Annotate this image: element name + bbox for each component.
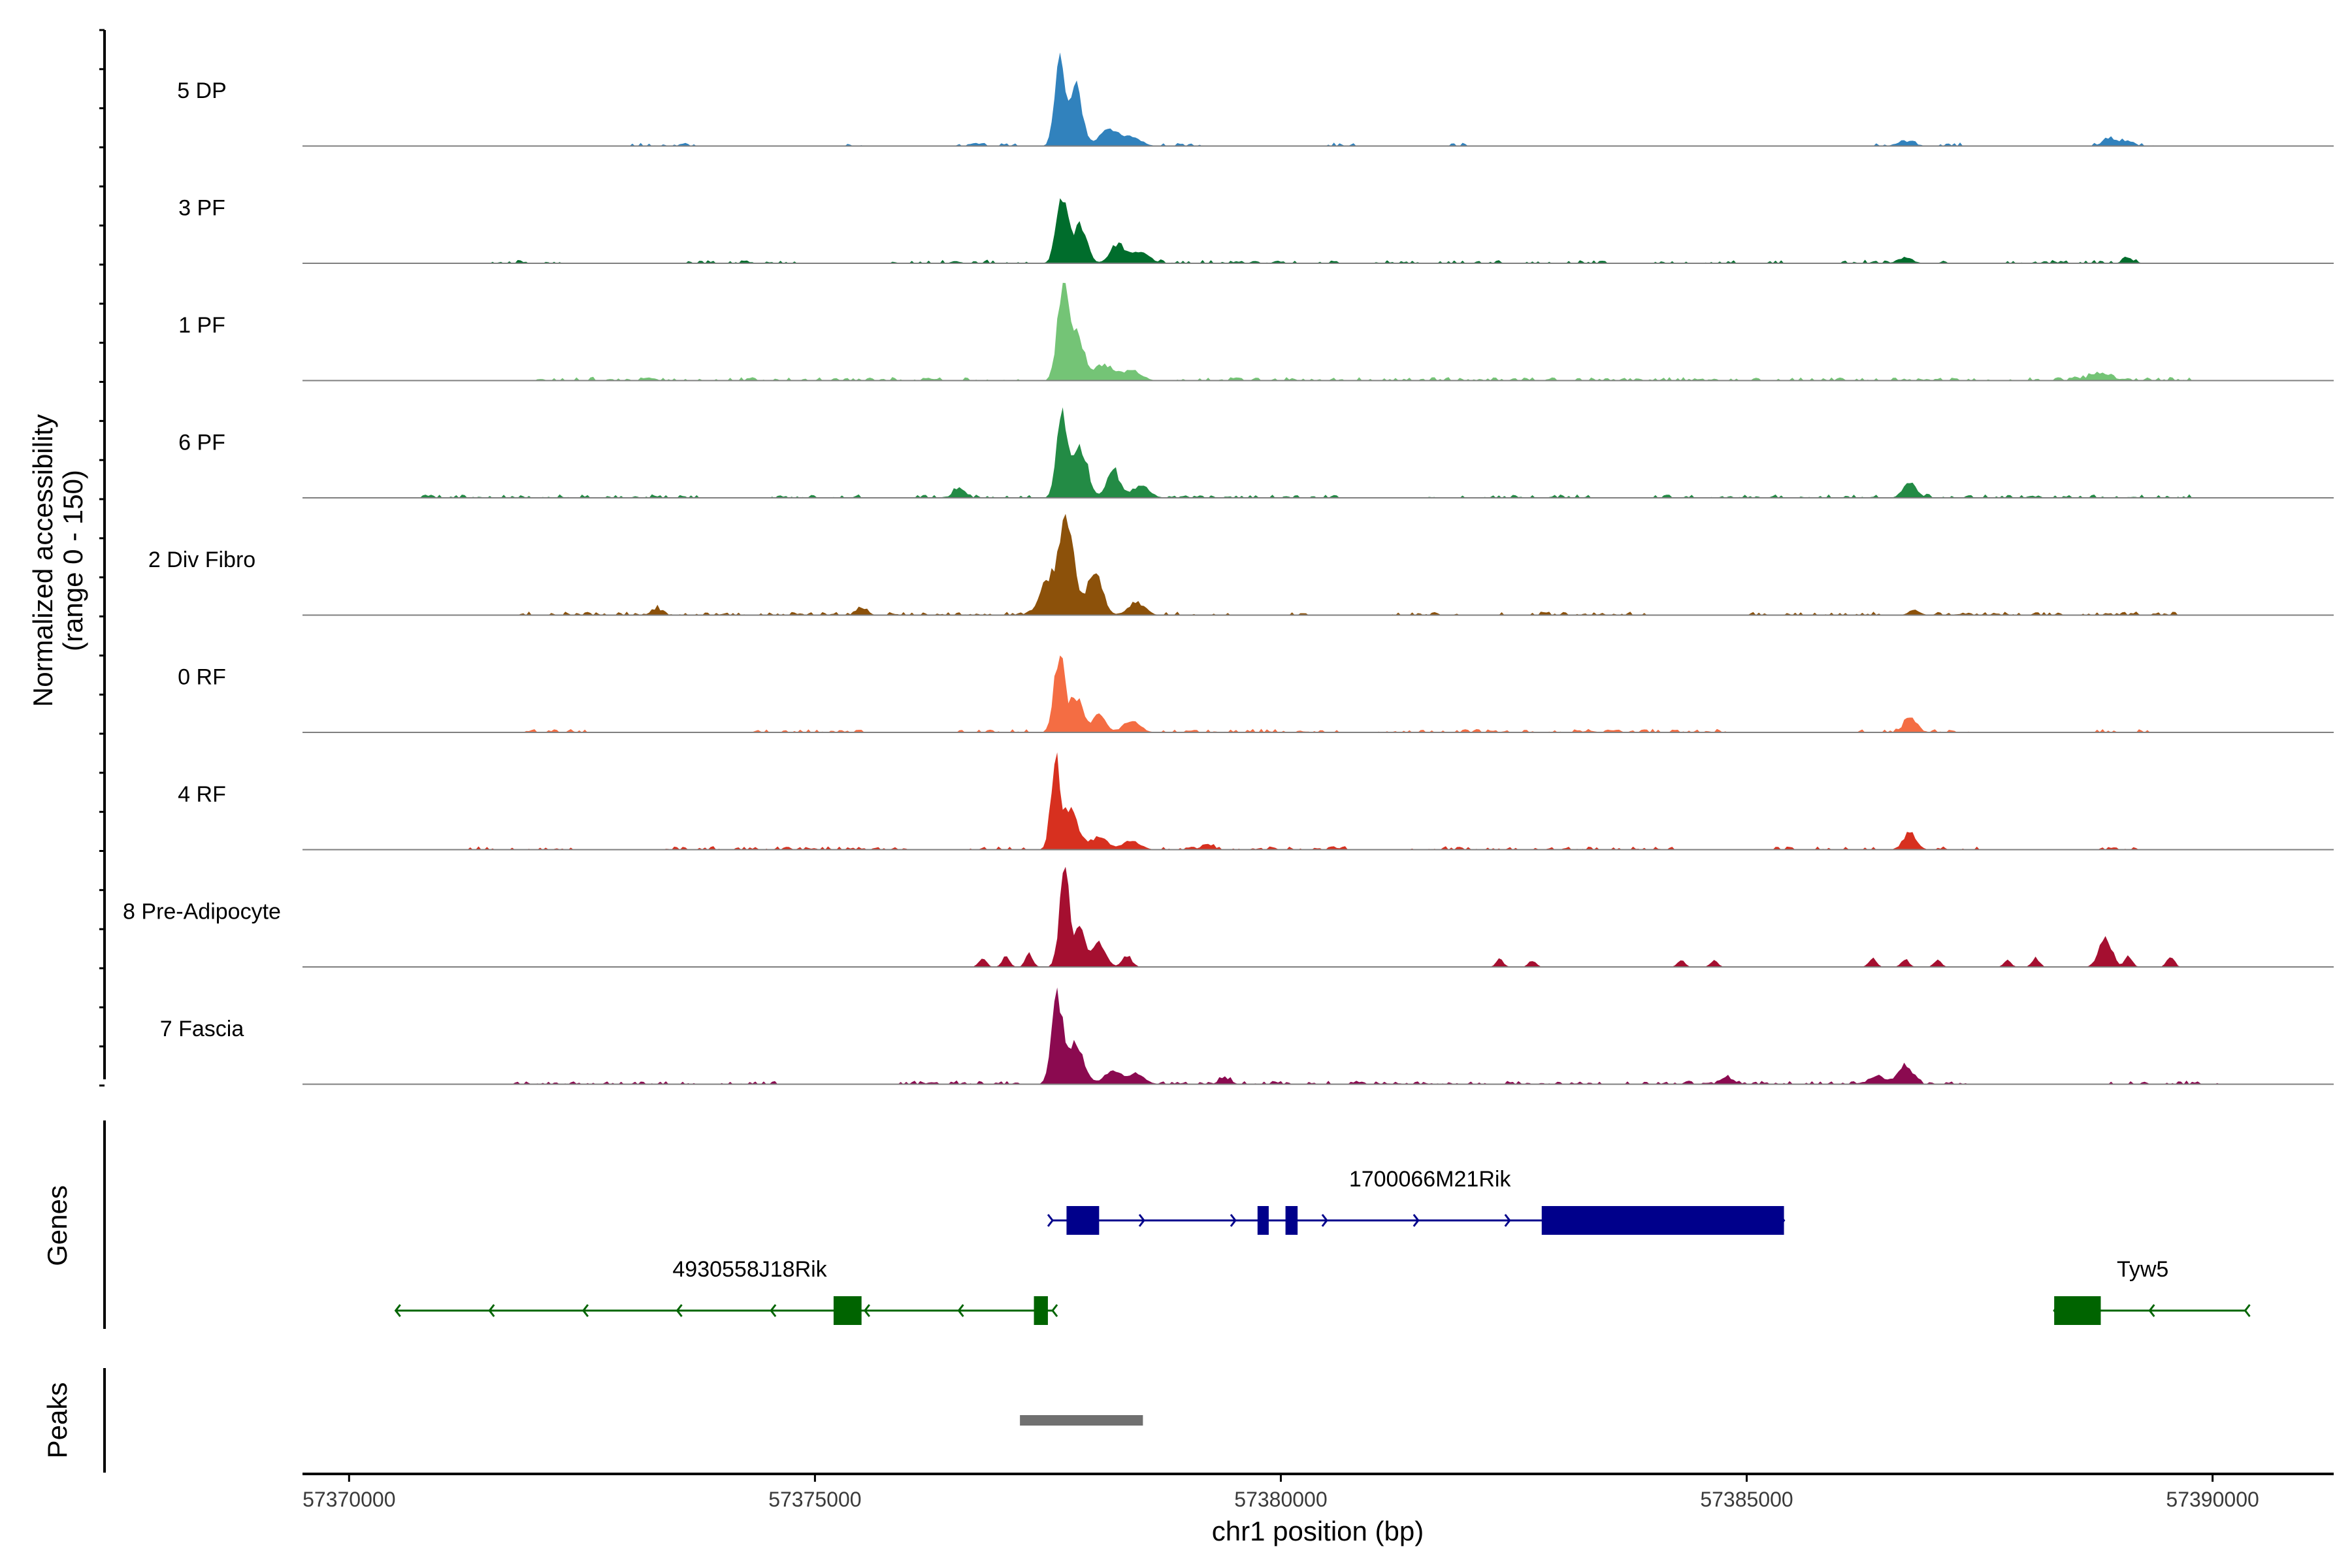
x-axis-title: chr1 position (bp): [1212, 1516, 1424, 1546]
strand-arrow: [1047, 1214, 1054, 1227]
peak-regions: [1020, 1415, 1143, 1426]
strand-arrow: [1504, 1214, 1511, 1227]
exon: [1034, 1296, 1048, 1325]
strand-arrow: [581, 1304, 589, 1317]
track-4: [302, 407, 2334, 498]
track-area: [302, 655, 2334, 732]
exon: [833, 1296, 862, 1325]
exon: [1066, 1206, 1100, 1235]
strand-arrow: [770, 1304, 777, 1317]
strand-arrow: [863, 1304, 870, 1317]
track-label: 1 PF: [178, 313, 225, 338]
gene-label: 1700066M21Rik: [1349, 1167, 1512, 1192]
x-axis-ticks: 57370000 57375000 57380000 57385000 57390000: [302, 1474, 2259, 1511]
track-label: 7 Fascia: [160, 1017, 244, 1041]
track-label: 2 Div Fibro: [148, 547, 255, 572]
track-8: [302, 866, 2334, 968]
gene-1700066M21Rik: 1700066M21Rik: [1047, 1167, 1786, 1235]
peak-region: [1020, 1415, 1143, 1426]
track-label: 6 PF: [178, 431, 225, 455]
x-tick-label: 57385000: [1700, 1488, 1793, 1511]
track-6: [302, 655, 2334, 733]
exon: [2054, 1296, 2101, 1325]
strand-arrow: [1230, 1214, 1237, 1227]
track-1: [302, 52, 2334, 147]
strand-arrow: [1138, 1214, 1145, 1227]
track-area: [302, 987, 2334, 1085]
track-area: [302, 282, 2334, 381]
track-area: [302, 52, 2334, 146]
exon: [1541, 1206, 1784, 1235]
x-tick-label: 57370000: [302, 1488, 395, 1511]
gene-Tyw5: Tyw5: [2053, 1257, 2251, 1325]
coverage-tracks: [302, 52, 2334, 1085]
strand-arrow: [2244, 1304, 2251, 1317]
strand-arrow: [488, 1304, 495, 1317]
x-tick-label: 57375000: [768, 1488, 861, 1511]
exon: [1285, 1206, 1298, 1235]
track-3: [302, 282, 2334, 382]
track-area: [302, 407, 2334, 498]
track-label: 3 PF: [178, 196, 225, 221]
track-area: [302, 866, 2334, 967]
track-label: 8 Pre-Adipocyte: [123, 900, 281, 924]
track-5: [302, 514, 2334, 616]
gene-label: 4930558J18Rik: [672, 1257, 827, 1282]
track-area: [302, 198, 2334, 263]
strand-arrow: [1413, 1214, 1420, 1227]
genes-panel-title: Genes: [42, 1185, 73, 1266]
gene-annotations: 1700066M21Rik 4930558J18Rik Tyw5: [394, 1167, 2251, 1325]
strand-arrow: [394, 1304, 401, 1317]
track-2: [302, 198, 2334, 264]
exon: [1257, 1206, 1269, 1235]
track-area: [302, 752, 2334, 850]
coverage-y-ticks: [99, 29, 105, 1086]
gene-4930558J18Rik: 4930558J18Rik: [394, 1257, 1058, 1325]
y-axis-title-line2: (range 0 - 150): [57, 470, 88, 651]
strand-arrow: [2148, 1304, 2155, 1317]
x-tick-label: 57380000: [1234, 1488, 1327, 1511]
track-9: [302, 987, 2334, 1085]
track-7: [302, 752, 2334, 851]
track-label: 5 DP: [177, 78, 227, 103]
strand-arrow: [1321, 1214, 1328, 1227]
strand-arrow: [1051, 1304, 1058, 1317]
track-labels: 5 DP 3 PF 1 PF 6 PF 2 Div Fibro 0 RF 4 RF 8 Pre…: [123, 78, 281, 1041]
strand-arrow: [957, 1304, 964, 1317]
x-tick-label: 57390000: [2166, 1488, 2259, 1511]
y-axis-title-line1: Normalized accessibility: [27, 414, 58, 707]
track-label: 0 RF: [178, 665, 226, 690]
gene-label: Tyw5: [2117, 1257, 2168, 1282]
track-area: [302, 514, 2334, 615]
strand-arrow: [676, 1304, 683, 1317]
track-label: 4 RF: [178, 782, 226, 807]
peaks-panel-title: Peaks: [42, 1382, 73, 1459]
